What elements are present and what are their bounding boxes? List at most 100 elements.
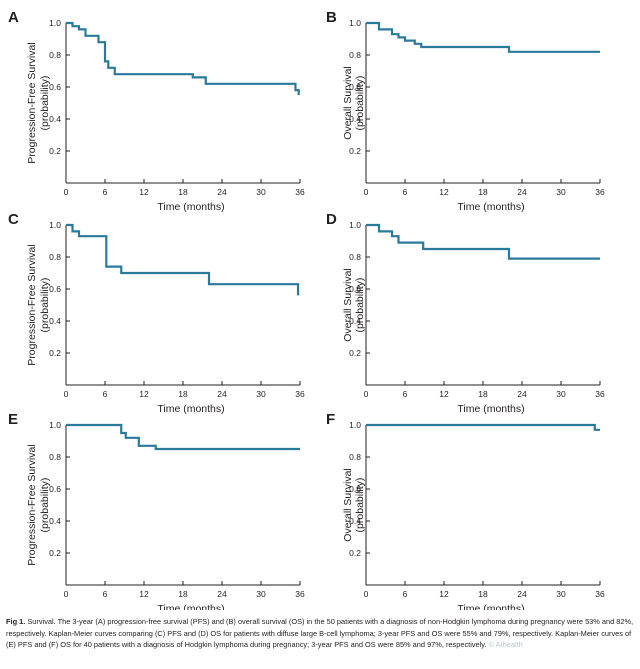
- x-axis-title-c: Time (months): [157, 403, 224, 415]
- km-curve-e: [66, 423, 300, 451]
- y-tick-label-e: 0.8: [49, 452, 61, 462]
- y-axis-title-a: Progression-Free Survival: [26, 42, 38, 163]
- y-tick-label-d: 0.4: [349, 316, 361, 326]
- x-tick-label-e: 18: [178, 589, 188, 599]
- x-tick-label-e: 0: [64, 589, 69, 599]
- y-axis-title-e: Progression-Free Survival: [26, 444, 38, 565]
- x-tick-label-d: 36: [595, 389, 605, 399]
- y-tick-label-f: 0.4: [349, 516, 361, 526]
- y-tick-label-b: 0.6: [349, 82, 361, 92]
- x-tick-label-f: 24: [517, 589, 527, 599]
- x-axis-title-e: Time (months): [157, 603, 224, 610]
- x-tick-label-f: 0: [364, 589, 369, 599]
- x-tick-label-f: 36: [595, 589, 605, 599]
- x-tick-label-b: 0: [364, 187, 369, 197]
- panel-letter-a: A: [8, 9, 19, 26]
- y-axis-subtitle-e: (probability): [39, 478, 51, 533]
- km-curve-d: [366, 223, 600, 260]
- y-tick-label-b: 0.2: [349, 146, 361, 156]
- x-tick-label-f: 30: [556, 589, 566, 599]
- km-curve-b: [366, 21, 600, 53]
- panel-letter-b: B: [326, 9, 337, 26]
- x-tick-label-c: 18: [178, 389, 188, 399]
- y-axis-title-b: Overall Survival: [342, 66, 354, 140]
- y-axis-title-d: Overall Survival: [342, 268, 354, 342]
- y-tick-label-b: 1.0: [349, 18, 361, 28]
- x-axis-title-a: Time (months): [157, 201, 224, 213]
- y-tick-label-c: 0.6: [49, 284, 61, 294]
- km-curve-f: [366, 423, 600, 431]
- x-tick-label-c: 0: [64, 389, 69, 399]
- x-tick-label-b: 30: [556, 187, 566, 197]
- x-tick-label-b: 18: [478, 187, 488, 197]
- x-axis-title-f: Time (months): [457, 603, 524, 610]
- x-tick-label-c: 6: [103, 389, 108, 399]
- y-tick-label-f: 0.6: [349, 484, 361, 494]
- y-tick-label-d: 1.0: [349, 220, 361, 230]
- x-tick-label-d: 30: [556, 389, 566, 399]
- y-tick-label-a: 1.0: [49, 18, 61, 28]
- x-tick-label-c: 12: [139, 389, 149, 399]
- x-tick-label-c: 36: [295, 389, 305, 399]
- watermark-text: © AIhealth: [488, 640, 523, 650]
- x-tick-label-b: 24: [517, 187, 527, 197]
- x-tick-label-e: 6: [103, 589, 108, 599]
- figure-label: Fig 1.: [6, 617, 26, 626]
- y-axis-subtitle-b: (probability): [354, 76, 366, 131]
- y-tick-label-e: 0.2: [49, 548, 61, 558]
- panel-e: E 0.2 0.4 0.6 0.8 1.0 0 6 12 18 24 30 36 Time (months…: [8, 411, 305, 610]
- y-tick-label-f: 0.8: [349, 452, 361, 462]
- y-tick-label-c: 0.8: [49, 252, 61, 262]
- x-tick-label-e: 12: [139, 589, 149, 599]
- x-tick-label-a: 12: [139, 187, 149, 197]
- y-tick-label-a: 0.8: [49, 50, 61, 60]
- y-tick-label-a: 0.2: [49, 146, 61, 156]
- panel-letter-d: D: [326, 211, 337, 228]
- y-tick-label-e: 0.6: [49, 484, 61, 494]
- x-tick-label-c: 30: [256, 389, 266, 399]
- y-tick-label-b: 0.4: [349, 114, 361, 124]
- x-tick-label-f: 6: [403, 589, 408, 599]
- y-axis-title-c: Progression-Free Survival: [26, 244, 38, 365]
- x-tick-label-b: 36: [595, 187, 605, 197]
- y-tick-label-f: 0.2: [349, 548, 361, 558]
- y-tick-label-e: 1.0: [49, 420, 61, 430]
- x-tick-label-f: 12: [439, 589, 449, 599]
- x-tick-label-b: 6: [403, 187, 408, 197]
- caption-text: Survival. The 3-year (A) progression-fre…: [6, 617, 634, 650]
- x-tick-label-d: 18: [478, 389, 488, 399]
- y-tick-label-a: 0.4: [49, 114, 61, 124]
- x-tick-label-a: 24: [217, 187, 227, 197]
- y-tick-label-d: 0.6: [349, 284, 361, 294]
- x-tick-label-e: 30: [256, 589, 266, 599]
- x-tick-label-a: 6: [103, 187, 108, 197]
- y-axis-title-f: Overall Survival: [342, 468, 354, 542]
- panel-letter-e: E: [8, 411, 18, 428]
- panel-letter-c: C: [8, 211, 19, 228]
- y-axis-subtitle-f: (probability): [354, 478, 366, 533]
- panel-f: F 0.2 0.4 0.6 0.8 1.0 0 6 12 18 24 30 36 Time (months…: [326, 411, 605, 610]
- panel-d: D 0.2 0.4 0.6 0.8 1.0 0 6 12 18 24 30 36 Time (months…: [326, 211, 605, 415]
- km-curve-c: [66, 223, 300, 296]
- x-axis-title-b: Time (months): [457, 201, 524, 213]
- x-tick-label-d: 6: [403, 389, 408, 399]
- y-tick-label-c: 1.0: [49, 220, 61, 230]
- x-tick-label-d: 12: [439, 389, 449, 399]
- survival-figure: A 0.2 0.4 0.6 0.8 1.0 0 6 12 18 24 30 36 Time (months…: [8, 9, 605, 610]
- x-tick-label-d: 24: [517, 389, 527, 399]
- y-tick-label-b: 0.8: [349, 50, 361, 60]
- x-tick-label-d: 0: [364, 389, 369, 399]
- y-axis-subtitle-a: (probability): [39, 76, 51, 131]
- figure-caption: Fig 1. Survival. The 3-year (A) progress…: [6, 616, 634, 651]
- x-tick-label-e: 36: [295, 589, 305, 599]
- x-tick-label-f: 18: [478, 589, 488, 599]
- y-axis-subtitle-c: (probability): [39, 278, 51, 333]
- y-axis-subtitle-d: (probability): [354, 278, 366, 333]
- panel-b: B 0.2 0.4 0.6 0.8 1.0 0 6 12 18 24 30 36 Time (months…: [326, 9, 605, 213]
- x-tick-label-a: 0: [64, 187, 69, 197]
- y-tick-label-e: 0.4: [49, 516, 61, 526]
- x-axis-title-d: Time (months): [457, 403, 524, 415]
- x-tick-label-c: 24: [217, 389, 227, 399]
- panel-letter-f: F: [326, 411, 335, 428]
- km-curve-a: [66, 21, 300, 95]
